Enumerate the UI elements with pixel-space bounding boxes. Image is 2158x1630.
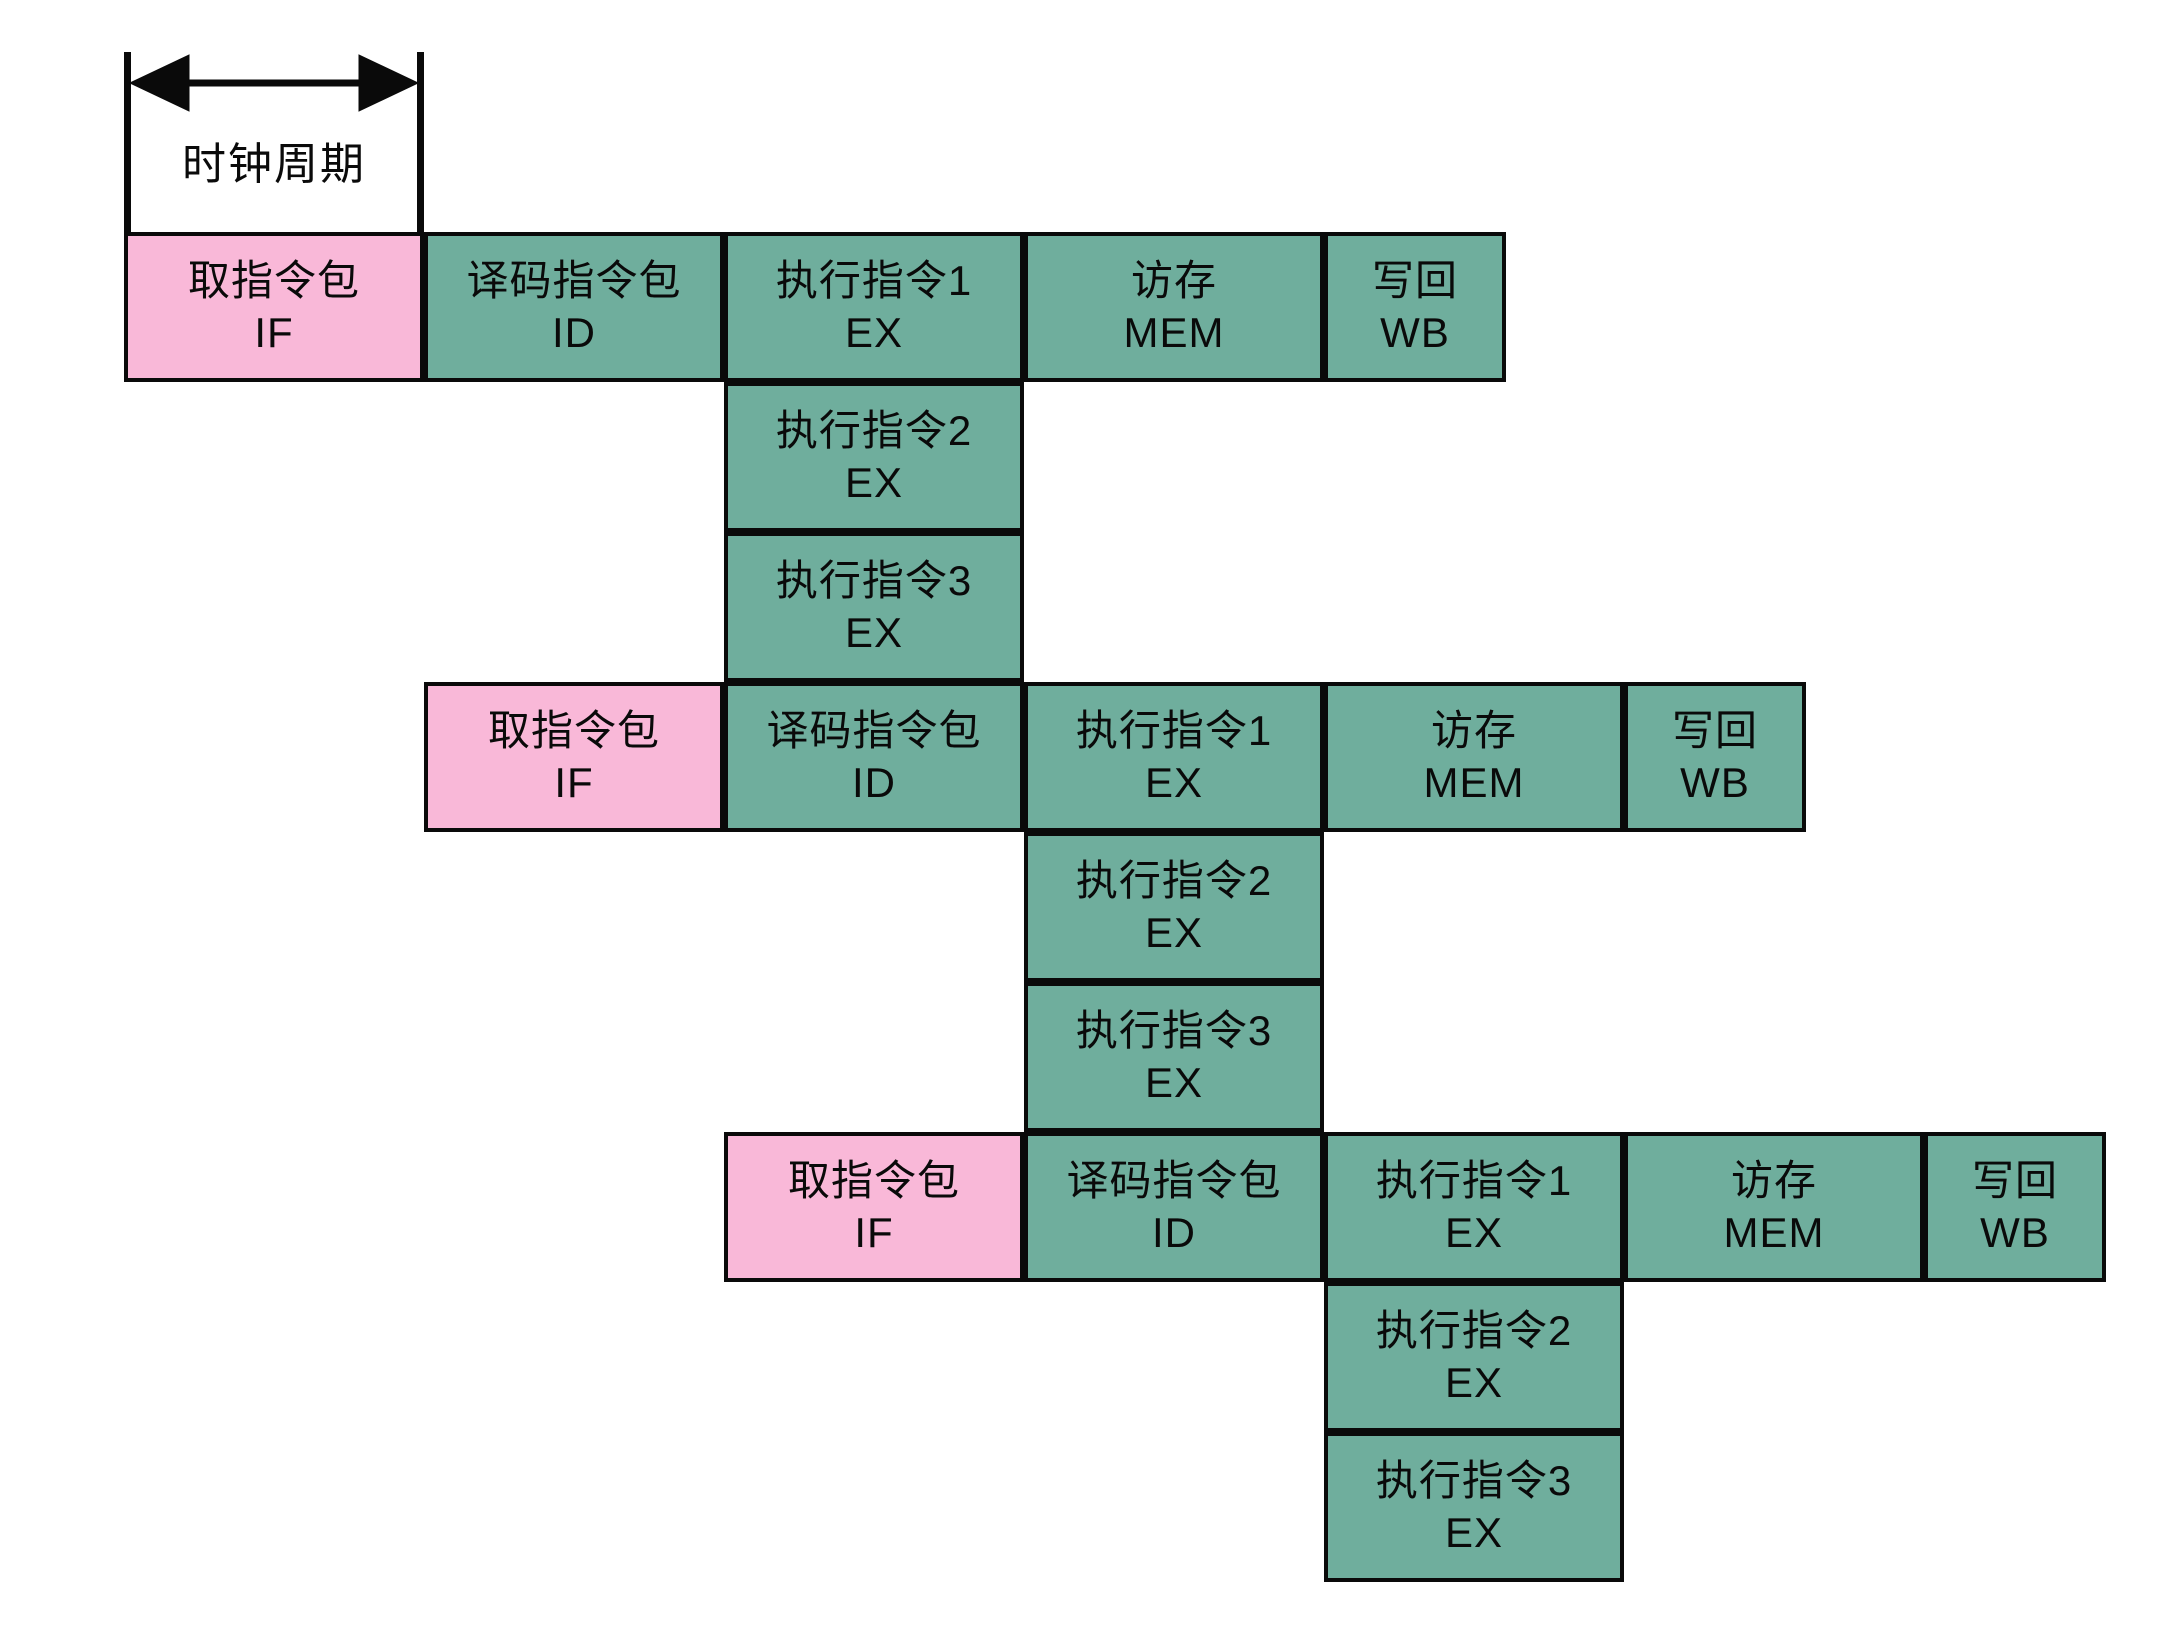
stage-box-packet-3-ex3: 执行指令3 EX (1324, 1432, 1624, 1582)
stage-label-zh: 取指令包 (187, 256, 360, 304)
stage-label-zh: 执行指令3 (1375, 1456, 1573, 1504)
stage-box-packet-3-ex1: 执行指令1 EX (1324, 1132, 1624, 1282)
stage-box-packet-3-id: 译码指令包 ID (1024, 1132, 1324, 1282)
stage-label-en: WB (1680, 759, 1750, 806)
stage-label-en: EX (844, 459, 904, 506)
clock-arrow-head-right (358, 54, 420, 112)
stage-label-zh: 写回 (1671, 706, 1758, 754)
stage-box-packet-3-ex2: 执行指令2 EX (1324, 1282, 1624, 1432)
stage-box-packet-2-ex3: 执行指令3 EX (1024, 982, 1324, 1132)
stage-box-packet-2-ex2: 执行指令2 EX (1024, 832, 1324, 982)
stage-label-en: EX (1444, 1209, 1504, 1256)
stage-label-en: EX (844, 309, 904, 356)
stage-label-zh: 执行指令1 (1375, 1156, 1573, 1204)
stage-label-en: EX (1444, 1509, 1504, 1556)
stage-label-zh: 译码指令包 (466, 256, 682, 304)
stage-label-en: ID (852, 759, 896, 806)
stage-label-zh: 访存 (1130, 256, 1217, 304)
stage-label-en: EX (1144, 1059, 1204, 1106)
stage-label-zh: 写回 (1971, 1156, 2058, 1204)
stage-label-en: IF (854, 1209, 894, 1256)
stage-box-packet-1-id: 译码指令包 ID (424, 232, 724, 382)
stage-box-packet-3-if: 取指令包 IF (724, 1132, 1024, 1282)
stage-label-zh: 访存 (1430, 706, 1517, 754)
clock-cycle-bracket (124, 52, 424, 238)
stage-box-packet-2-ex1: 执行指令1 EX (1024, 682, 1324, 832)
stage-box-packet-3-mem: 访存 MEM (1624, 1132, 1924, 1282)
stage-box-packet-2-if: 取指令包 IF (424, 682, 724, 832)
stage-label-zh: 执行指令3 (1075, 1006, 1273, 1054)
stage-label-en: EX (1144, 759, 1204, 806)
stage-label-zh: 执行指令3 (775, 556, 973, 604)
stage-box-packet-1-ex2: 执行指令2 EX (724, 382, 1024, 532)
stage-label-zh: 执行指令1 (1075, 706, 1273, 754)
stage-label-zh: 取指令包 (487, 706, 660, 754)
stage-label-en: WB (1980, 1209, 2050, 1256)
stage-box-packet-1-wb: 写回 WB (1324, 232, 1506, 382)
stage-label-zh: 译码指令包 (766, 706, 982, 754)
stage-box-packet-1-ex1: 执行指令1 EX (724, 232, 1024, 382)
stage-box-packet-2-wb: 写回 WB (1624, 682, 1806, 832)
stage-label-en: IF (554, 759, 594, 806)
stage-label-zh: 译码指令包 (1066, 1156, 1282, 1204)
stage-label-en: MEM (1723, 1209, 1825, 1256)
stage-label-en: ID (552, 309, 596, 356)
stage-label-zh: 执行指令2 (1075, 856, 1273, 904)
clock-cycle-label: 时钟周期 (182, 140, 366, 189)
stage-label-en: IF (254, 309, 294, 356)
stage-label-zh: 执行指令2 (775, 406, 973, 454)
stage-box-packet-2-mem: 访存 MEM (1324, 682, 1624, 832)
stage-label-zh: 写回 (1371, 256, 1458, 304)
stage-box-packet-3-wb: 写回 WB (1924, 1132, 2106, 1282)
clock-arrow-head-left (128, 54, 190, 112)
stage-label-en: MEM (1123, 309, 1225, 356)
stage-label-en: EX (1144, 909, 1204, 956)
stage-label-en: ID (1152, 1209, 1196, 1256)
stage-box-packet-1-if: 取指令包 IF (124, 232, 424, 382)
stage-label-zh: 取指令包 (787, 1156, 960, 1204)
stage-label-zh: 访存 (1730, 1156, 1817, 1204)
stage-box-packet-1-mem: 访存 MEM (1024, 232, 1324, 382)
stage-label-zh: 执行指令1 (775, 256, 973, 304)
stage-box-packet-1-ex3: 执行指令3 EX (724, 532, 1024, 682)
stage-label-zh: 执行指令2 (1375, 1306, 1573, 1354)
stage-label-en: EX (844, 609, 904, 656)
stage-label-en: WB (1380, 309, 1450, 356)
stage-box-packet-2-id: 译码指令包 ID (724, 682, 1024, 832)
stage-label-en: MEM (1423, 759, 1525, 806)
stage-label-en: EX (1444, 1359, 1504, 1406)
